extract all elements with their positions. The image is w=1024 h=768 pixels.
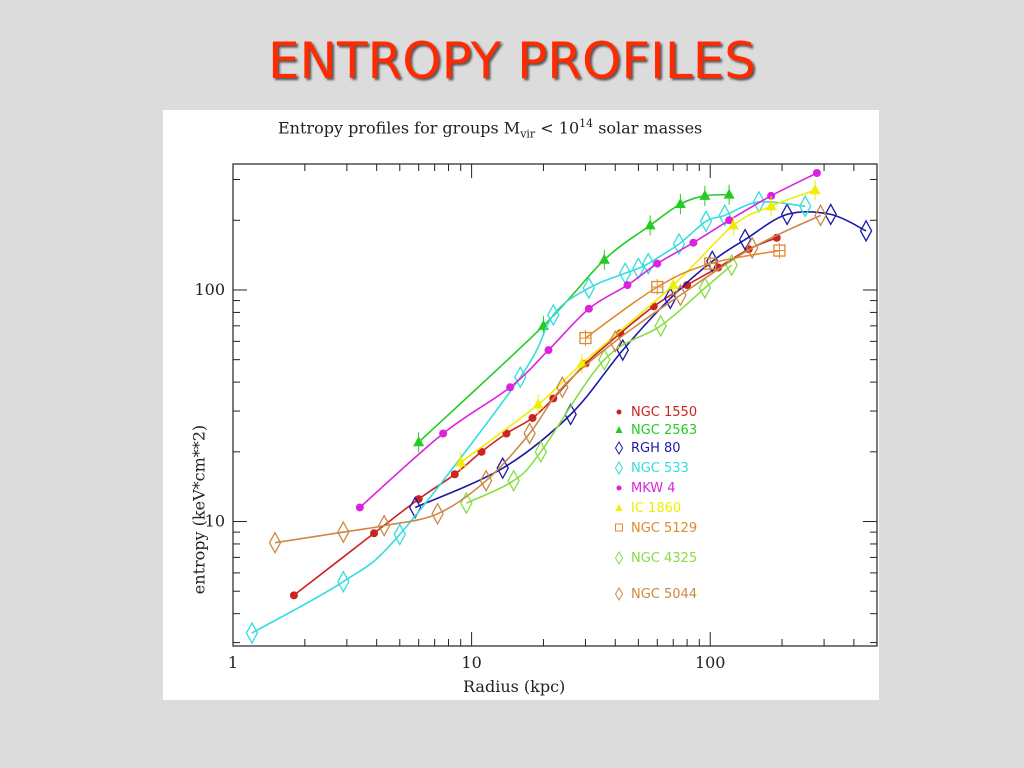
data-point-ngc-4325 — [654, 314, 667, 338]
series-line-mkw-4 — [359, 172, 818, 509]
data-point-mkw-4 — [544, 346, 553, 355]
legend-label-ngc-5044: NGC 5044 — [631, 587, 697, 602]
y-axis-label: entropy (keV*cm**2) — [189, 424, 209, 595]
data-point-ngc-533 — [672, 232, 686, 256]
x-tick-label: 1 — [228, 653, 238, 672]
plot-frame — [232, 163, 878, 647]
legend-label-ic-1860: IC 1860 — [631, 501, 681, 516]
legend-label-ngc-2563: NGC 2563 — [631, 423, 697, 438]
slide-title: ENTROPY PROFILES — [267, 32, 757, 90]
chart-title-suffix: solar masses — [593, 118, 703, 138]
data-point-mkw-4 — [689, 238, 698, 247]
x-axis-label: Radius (kpc) — [463, 677, 566, 696]
data-point-ngc-533 — [337, 570, 350, 593]
data-point-ngc-533 — [718, 204, 731, 227]
data-point-ngc-4325 — [725, 253, 738, 277]
legend-marker-ngc-533 — [614, 461, 624, 475]
data-point-ngc-5044 — [268, 531, 282, 555]
legend-label-ngc-4325: NGC 4325 — [631, 551, 697, 566]
data-point-ngc-5044 — [431, 502, 444, 526]
legend-label-rgh-80: RGH 80 — [631, 441, 681, 456]
chart-title: Entropy profiles for groups Mvir < 1014 … — [278, 117, 878, 141]
data-point-ngc-1550 — [649, 302, 658, 311]
chart-title-subscript: vir — [520, 127, 536, 141]
data-point-ngc-4325 — [507, 469, 520, 493]
data-point-ngc-533 — [699, 209, 713, 233]
data-point-ngc-5044 — [814, 204, 827, 227]
data-point-mkw-4 — [439, 429, 448, 438]
legend-marker-ngc-5044 — [614, 587, 624, 601]
data-point-ngc-1550 — [289, 591, 298, 600]
data-point-rgh-80 — [859, 219, 873, 243]
data-point-mkw-4 — [653, 259, 662, 268]
chart-plot: 1 10 100 10 100 NGC 1550 NGC 2563 RGH 80 NGC 533… — [194, 163, 878, 672]
data-point-ngc-533 — [514, 365, 527, 389]
data-point-ngc-5044 — [523, 422, 536, 445]
legend-marker-ngc-2563 — [615, 426, 623, 433]
data-point-ngc-5044 — [556, 375, 569, 399]
data-point-ngc-5044 — [745, 236, 759, 260]
data-point-mkw-4 — [623, 281, 632, 290]
data-point-ngc-5044 — [377, 514, 391, 537]
data-point-ngc-5044 — [337, 520, 350, 544]
data-point-ngc-533 — [547, 303, 560, 327]
data-point-ngc-1550 — [450, 470, 459, 479]
chart-title-prefix: Entropy profiles for groups M — [278, 118, 521, 138]
legend-marker-ngc-4325 — [614, 551, 624, 565]
data-point-ngc-1550 — [477, 447, 486, 456]
series-line-ngc-533 — [251, 200, 806, 634]
legend-marker-ngc-1550 — [616, 409, 622, 415]
series-line-ngc-5044 — [274, 214, 821, 544]
data-point-rgh-80 — [408, 496, 422, 519]
legend-label-ngc-5129: NGC 5129 — [631, 521, 697, 536]
legend-marker-ic-1860 — [615, 504, 623, 511]
data-point-ngc-533 — [393, 523, 407, 546]
data-point-ngc-1550 — [370, 529, 379, 538]
data-point-ngc-5044 — [674, 283, 687, 307]
data-point-mkw-4 — [812, 169, 821, 178]
data-point-ngc-1550 — [502, 429, 511, 438]
data-point-rgh-80 — [496, 456, 509, 480]
legend-marker-mkw-4 — [616, 485, 622, 491]
data-point-ngc-533 — [752, 190, 766, 214]
data-point-mkw-4 — [725, 216, 734, 225]
data-point-ngc-533 — [245, 621, 259, 645]
data-point-rgh-80 — [664, 287, 677, 310]
data-point-ngc-533 — [582, 276, 596, 300]
data-point-ngc-4325 — [698, 276, 712, 300]
data-point-mkw-4 — [355, 503, 364, 512]
y-tick-label: 10 — [205, 512, 225, 531]
legend-label-ngc-533: NGC 533 — [631, 461, 689, 476]
series-line-ngc-5129 — [585, 249, 780, 339]
x-tick-label: 100 — [695, 653, 726, 672]
data-point-ngc-4325 — [534, 440, 548, 464]
legend-marker-rgh-80 — [614, 441, 624, 455]
legend-label-ngc-1550: NGC 1550 — [631, 405, 697, 420]
data-point-ngc-5044 — [479, 469, 493, 493]
series-line-ngc-4325 — [465, 264, 733, 504]
data-point-rgh-80 — [738, 228, 752, 251]
data-point-ngc-4325 — [598, 348, 611, 372]
data-point-ngc-5044 — [609, 329, 622, 353]
y-tick-label: 100 — [194, 280, 225, 299]
data-point-ngc-1550 — [528, 413, 537, 422]
chart-title-mid: < 10 — [535, 118, 580, 138]
data-point-rgh-80 — [780, 203, 794, 226]
series-line-ic-1860 — [460, 189, 816, 464]
data-point-mkw-4 — [767, 191, 776, 200]
legend-marker-ngc-5129 — [615, 523, 623, 532]
x-tick-label: 10 — [461, 653, 481, 672]
data-point-ngc-1550 — [683, 281, 692, 290]
data-point-rgh-80 — [824, 203, 837, 226]
legend-label-mkw-4: MKW 4 — [631, 481, 676, 496]
chart-title-superscript: 14 — [579, 117, 594, 130]
chart-figure: Entropy profiles for groups Mvir < 1014 … — [163, 110, 879, 700]
data-point-mkw-4 — [584, 304, 593, 313]
data-point-ngc-533 — [642, 252, 655, 275]
data-point-ngc-533 — [632, 256, 645, 280]
data-point-mkw-4 — [506, 383, 515, 392]
data-point-ngc-533 — [798, 194, 812, 218]
